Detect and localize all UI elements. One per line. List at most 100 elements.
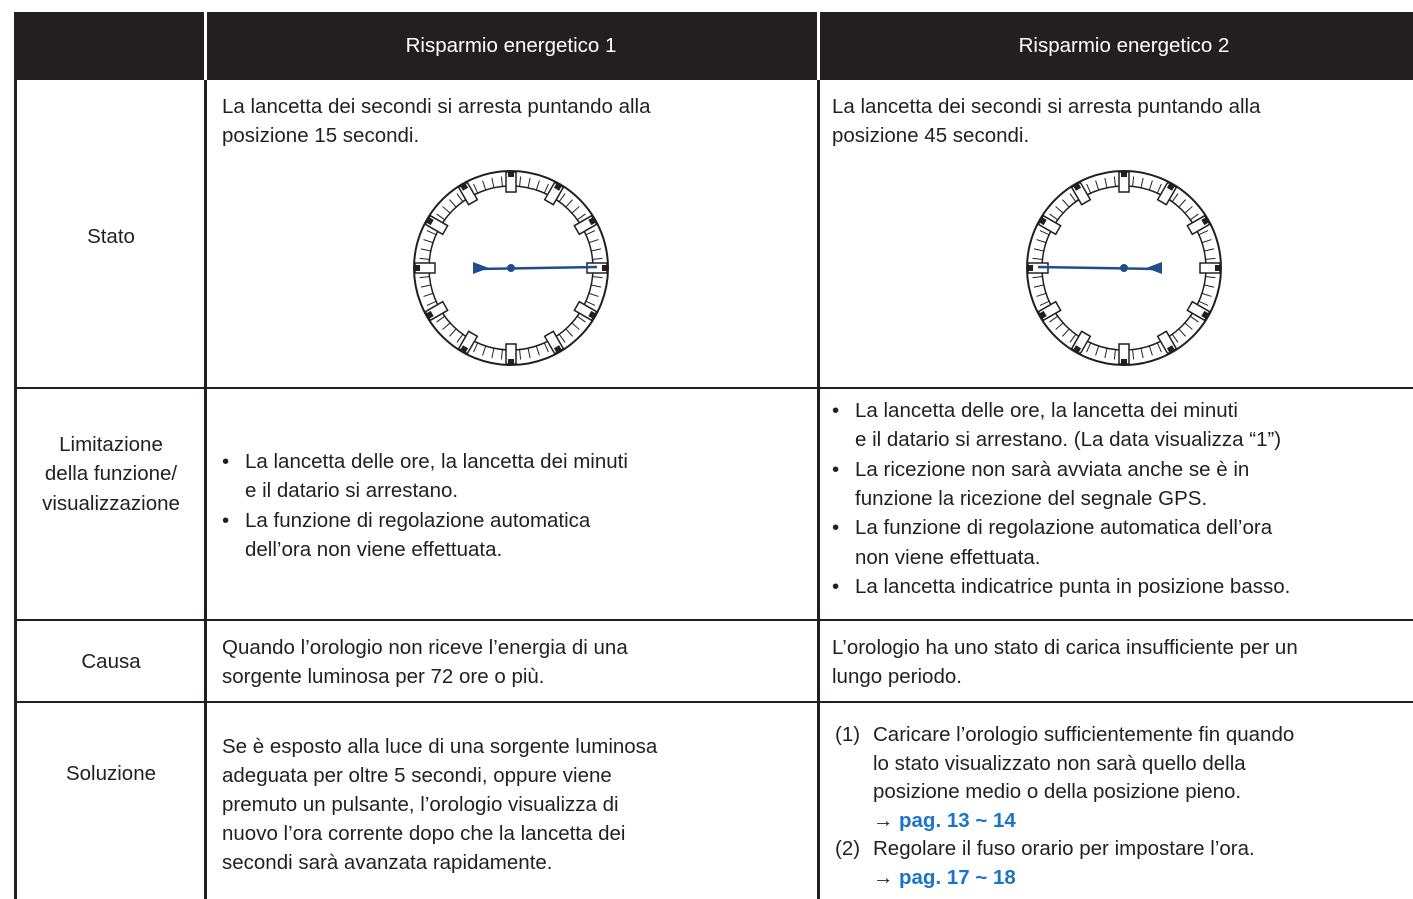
dial-tick xyxy=(1171,334,1179,343)
dial-tick xyxy=(1201,292,1212,297)
dial-tick xyxy=(1113,176,1116,187)
dial-marker xyxy=(1038,216,1047,226)
dial-tick xyxy=(449,199,457,208)
dial-marker xyxy=(1121,359,1127,365)
row-label: visualizzazione xyxy=(42,491,180,515)
dial-tick xyxy=(426,300,437,306)
dial-tick xyxy=(577,213,586,221)
dial-tick xyxy=(543,183,549,194)
row-label: della funzione/ xyxy=(44,461,178,485)
dial-tick xyxy=(436,213,445,221)
second-hand xyxy=(1037,265,1158,271)
dial-marker xyxy=(1201,216,1210,226)
cell-text: dell’ora non viene effettuata. xyxy=(245,537,503,561)
dial-tick xyxy=(482,345,487,356)
dial-tick xyxy=(571,206,580,214)
dial-tick xyxy=(423,292,434,297)
second-hand-tail xyxy=(1146,262,1162,274)
dial-tick xyxy=(1055,322,1064,330)
dial-tick xyxy=(565,328,573,337)
row-label: Stato xyxy=(87,224,135,248)
border xyxy=(204,12,207,899)
dial-tick xyxy=(1104,348,1108,359)
dial-center xyxy=(507,264,515,272)
dial-tick xyxy=(449,328,457,337)
border xyxy=(817,12,820,899)
cell-text: posizione 15 secondi. xyxy=(222,123,420,147)
dial-marker xyxy=(553,345,563,354)
dial-tick xyxy=(500,176,503,187)
bullet: • xyxy=(832,457,840,481)
dial-marker xyxy=(1201,310,1210,320)
step-number: (1) xyxy=(835,722,861,746)
dial-tick xyxy=(558,193,566,202)
dial-marker xyxy=(1027,265,1033,271)
cell-text: posizione medio o della posizione pieno. xyxy=(873,779,1242,803)
dial-tick xyxy=(436,315,445,323)
dial-tick xyxy=(1184,322,1193,330)
dial-tick xyxy=(1104,177,1108,188)
dial-tick xyxy=(577,315,586,323)
dial-marker xyxy=(553,182,563,191)
dial-tick xyxy=(1049,213,1058,221)
page-link: pag. 13 ~ 14 xyxy=(899,808,1016,832)
dial-marker xyxy=(1166,345,1176,354)
border xyxy=(14,12,17,899)
dial-tick xyxy=(1039,300,1050,306)
dial-tick xyxy=(535,180,540,191)
dial-tick xyxy=(1205,257,1216,260)
dial-tick xyxy=(1069,334,1077,343)
column-header: Risparmio energetico 1 xyxy=(405,33,617,57)
dial-tick xyxy=(1156,342,1162,353)
dial-tick xyxy=(519,349,522,360)
dial-tick xyxy=(442,322,451,330)
cell-text: funzione la ricezione del segnale GPS. xyxy=(855,486,1208,510)
dial-tick xyxy=(1204,284,1215,288)
dial-tick xyxy=(1055,206,1064,214)
cell-text: La lancetta dei secondi si arresta punta… xyxy=(222,94,651,118)
dial-marker xyxy=(1072,182,1082,191)
dial-tick xyxy=(585,230,596,236)
dial-tick xyxy=(473,183,479,194)
border xyxy=(15,619,1413,621)
header-divider xyxy=(204,12,207,80)
dial-tick xyxy=(591,284,602,288)
row-label: Soluzione xyxy=(65,761,157,785)
second-hand xyxy=(477,265,598,271)
dial-tick xyxy=(1049,315,1058,323)
bullet: • xyxy=(222,449,230,473)
border xyxy=(15,387,1413,389)
dial-marker xyxy=(602,265,608,271)
dial-tick xyxy=(591,248,602,252)
cell-text: e il datario si arrestano. xyxy=(245,479,459,503)
cell-text: Regolare il fuso orario per impostare l’… xyxy=(873,837,1255,861)
bullet: • xyxy=(832,515,840,539)
dial-tick xyxy=(527,177,531,188)
dial-tick xyxy=(473,342,479,353)
dial-tick xyxy=(1062,199,1070,208)
header-bg xyxy=(15,12,1413,80)
dial-tick xyxy=(420,248,431,252)
cell-text: posizione 45 secondi. xyxy=(832,123,1030,147)
cell-text: La lancetta indicatrice punta in posizio… xyxy=(855,574,1291,598)
dial-tick xyxy=(420,284,431,288)
cell-text: La funzione di regolazione automatica de… xyxy=(855,515,1273,539)
dial-tick xyxy=(592,276,603,279)
dial-marker xyxy=(588,310,597,320)
dial-tick xyxy=(588,292,599,297)
dial-tick xyxy=(482,180,487,191)
dial-tick xyxy=(1140,348,1144,359)
dial-marker xyxy=(425,216,434,226)
dial-tick xyxy=(456,334,464,343)
dial-tick xyxy=(527,348,531,359)
dial-tick xyxy=(1178,199,1186,208)
cell-text: Caricare l’orologio sufficientemente fin… xyxy=(873,722,1295,746)
dial-tick xyxy=(592,257,603,260)
dial-marker xyxy=(1215,265,1221,271)
step-number: (2) xyxy=(835,837,861,861)
dial-tick xyxy=(1069,193,1077,202)
dial-tick xyxy=(1036,292,1047,297)
dial-tick xyxy=(1190,213,1199,221)
